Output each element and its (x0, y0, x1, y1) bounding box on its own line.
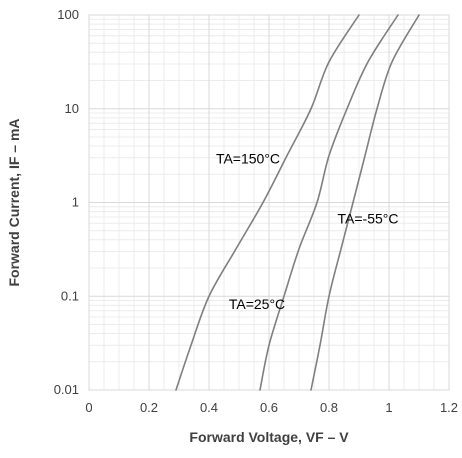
x-tick-label: 1 (385, 400, 392, 415)
y-axis-title: Forward Current, IF – mA (6, 118, 22, 286)
x-axis-title: Forward Voltage, VF – V (189, 429, 349, 445)
series-line-0 (175, 14, 360, 391)
x-tick-label: 0.8 (320, 400, 338, 415)
x-tick-label: 0.6 (260, 400, 278, 415)
y-tick-label: 100 (57, 7, 79, 22)
x-tick-label: 0 (85, 400, 92, 415)
series-label-1: TA=25°C (229, 296, 285, 312)
plot-area-frame (88, 14, 450, 391)
x-tick-label: 0.4 (200, 400, 218, 415)
series-line-2 (310, 14, 420, 391)
y-tick-label: 0.01 (54, 382, 79, 397)
series-label-0: TA=150°C (216, 151, 280, 167)
y-tick-label: 0.1 (61, 288, 79, 303)
series-line-1 (259, 14, 399, 391)
x-tick-label: 0.2 (140, 400, 158, 415)
series-label-2: TA=-55°C (338, 210, 399, 226)
x-tick-labels: 0 0.2 0.4 0.6 0.8 1 1.2 (85, 400, 458, 415)
y-tick-label: 1 (72, 195, 79, 210)
y-tick-label: 10 (65, 101, 79, 116)
series-lines (175, 14, 420, 391)
series-annotations: TA=150°C TA=25°C TA=-55°C (216, 151, 399, 312)
x-tick-label: 1.2 (440, 400, 458, 415)
y-tick-labels: 0.01 0.1 1 10 100 (54, 7, 79, 397)
